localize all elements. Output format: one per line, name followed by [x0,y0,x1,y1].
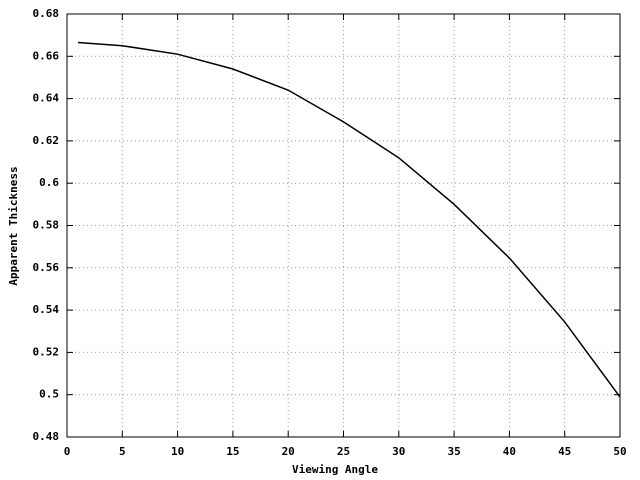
y-tick-label: 0.56 [33,261,60,274]
x-tick-label: 25 [337,445,350,458]
x-tick-label: 5 [119,445,126,458]
y-tick-label: 0.58 [33,219,60,232]
x-tick-label: 30 [392,445,405,458]
y-tick-label: 0.54 [33,303,60,316]
y-tick-label: 0.5 [39,388,59,401]
x-tick-label: 10 [171,445,184,458]
x-tick-label: 50 [613,445,626,458]
y-tick-label: 0.64 [33,92,60,105]
x-tick-label: 35 [447,445,460,458]
x-axis-label: Viewing Angle [292,463,378,476]
x-tick-label: 15 [226,445,239,458]
y-tick-label: 0.6 [39,176,59,189]
data-line [78,41,621,398]
y-tick-label: 0.66 [33,49,60,62]
x-tick-label: 45 [558,445,571,458]
y-tick-label: 0.52 [33,345,60,358]
y-tick-label: 0.48 [33,430,60,443]
y-axis-label: Apparent Thickness [7,166,20,285]
plot-frame [66,13,621,438]
x-tick-label: 0 [64,445,71,458]
y-tick-label: 0.68 [33,7,60,20]
x-tick-label: 40 [503,445,516,458]
y-tick-label: 0.62 [33,134,60,147]
x-tick-label: 20 [282,445,295,458]
